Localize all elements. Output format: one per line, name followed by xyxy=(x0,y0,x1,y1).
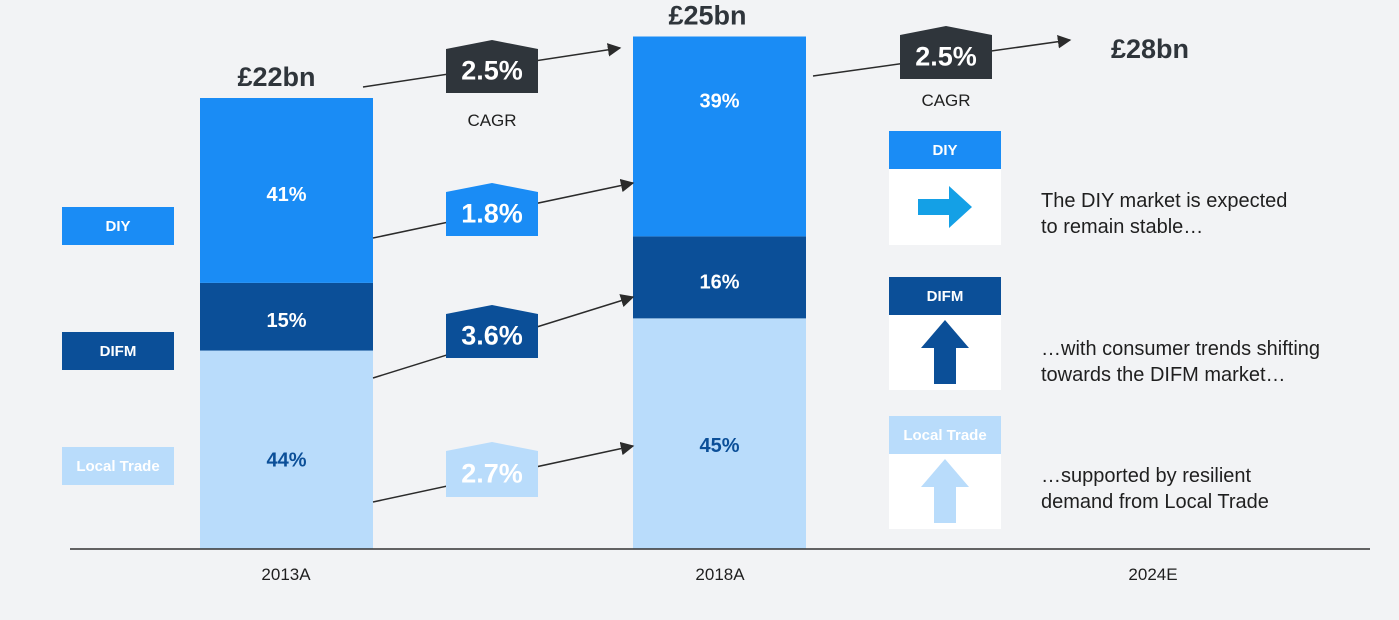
bar-diy-2013A xyxy=(200,98,373,283)
outlook-header-difm xyxy=(889,277,1001,315)
outlook-local-trade-up-arrow-icon xyxy=(921,459,969,523)
bar-diy-2018A xyxy=(633,36,806,237)
bar-difm-2013A xyxy=(200,282,373,351)
legend-diy: DIY xyxy=(62,207,174,245)
bar-local-trade-2018A xyxy=(633,318,806,549)
total-label-2024E: £28bn xyxy=(1111,34,1189,64)
legend-local-trade: Local Trade xyxy=(62,447,174,485)
outlook-text-diy-line2: to remain stable… xyxy=(1041,216,1204,238)
data-label-difm-2013A: 15% xyxy=(266,310,306,332)
badge-total-cagr-2018-2024-label: 2.5% xyxy=(915,42,977,72)
outlook-text-local-trade: …supported by resilient demand from Loca… xyxy=(1041,463,1381,515)
data-label-diy-2018A: 39% xyxy=(699,90,739,112)
outlook-header-difm-label: DIFM xyxy=(927,288,964,305)
badge-local-trade-growth-label: 2.7% xyxy=(461,459,523,489)
outlook-difm-up-arrow-icon xyxy=(921,320,969,384)
legend-difm: DIFM xyxy=(62,332,174,370)
badge-difm-growth-label: 3.6% xyxy=(461,321,523,351)
bar-local-trade-2013A xyxy=(200,350,373,549)
outlook-header-local-trade xyxy=(889,416,1001,454)
outlook-text-difm-line1: …with consumer trends shifting xyxy=(1041,338,1321,360)
outlook-diy-right-arrow-icon xyxy=(918,186,972,228)
data-label-difm-2018A: 16% xyxy=(699,271,739,293)
x-tick-2018A: 2018A xyxy=(695,565,745,584)
legend-difm-label: DIFM xyxy=(99,342,137,360)
outlook-header-diy xyxy=(889,131,1001,169)
total-label-2013A: £22bn xyxy=(237,62,315,92)
cagr-caption-2: CAGR xyxy=(921,91,970,110)
legend-local-trade-label: Local Trade xyxy=(76,457,160,475)
legend-diy-label: DIY xyxy=(105,217,131,235)
outlook-header-local-trade-label: Local Trade xyxy=(903,427,986,444)
badge-difm-growth xyxy=(446,305,538,358)
data-label-local-trade-2018A: 45% xyxy=(699,435,739,457)
outlook-text-diy-line1: The DIY market is expected xyxy=(1041,190,1288,212)
badge-diy-growth xyxy=(446,183,538,236)
x-tick-2024E: 2024E xyxy=(1128,565,1177,584)
outlook-header-diy-label: DIY xyxy=(932,142,957,159)
badge-local-trade-growth xyxy=(446,442,538,497)
badge-total-cagr-2018-2024 xyxy=(900,26,992,79)
data-label-diy-2013A: 41% xyxy=(266,184,306,206)
data-label-local-trade-2013A: 44% xyxy=(266,450,306,472)
outlook-text-local-trade-line1: …supported by resilient xyxy=(1041,465,1252,487)
x-tick-2013A: 2013A xyxy=(261,565,311,584)
total-label-2018A: £25bn xyxy=(668,1,746,31)
outlook-text-difm: …with consumer trends shifting towards t… xyxy=(1041,336,1381,388)
outlook-text-local-trade-line2: demand from Local Trade xyxy=(1041,491,1269,513)
badge-total-cagr-2013-2018-label: 2.5% xyxy=(461,56,523,86)
badge-total-cagr-2013-2018 xyxy=(446,40,538,93)
badge-diy-growth-label: 1.8% xyxy=(461,199,523,229)
outlook-text-difm-line2: towards the DIFM market… xyxy=(1041,364,1286,386)
bar-difm-2018A xyxy=(633,236,806,319)
cagr-caption-1: CAGR xyxy=(467,111,516,130)
outlook-text-diy: The DIY market is expected to remain sta… xyxy=(1041,188,1381,240)
